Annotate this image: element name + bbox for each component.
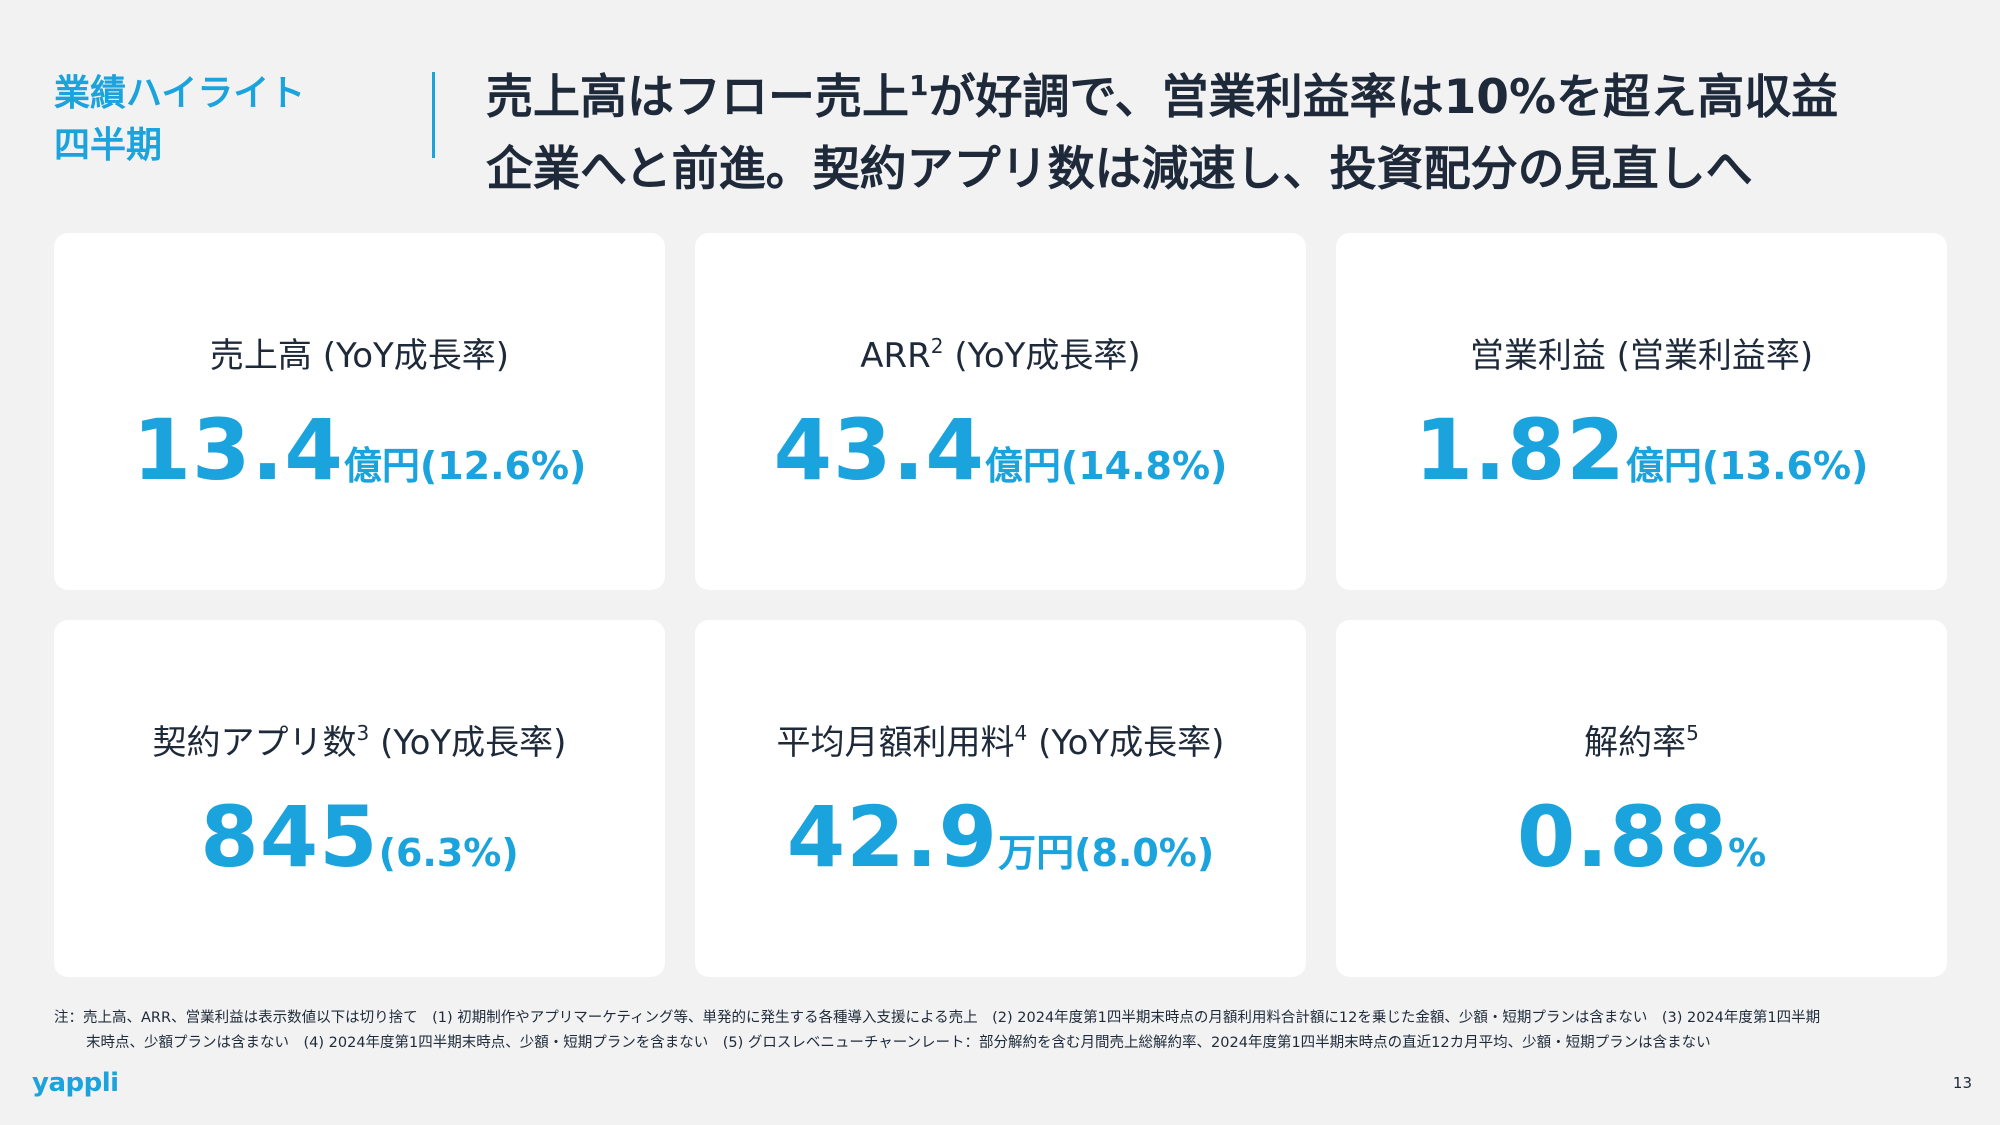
kpi-card-contracted-apps: 契約アプリ数3 (YoY成長率) 845(6.3%) (54, 620, 665, 977)
kpi-title: 契約アプリ数3 (YoY成長率) (152, 721, 567, 763)
headline-line1-b: が好調で、営業利益率は10%を超え高収益 (928, 70, 1839, 125)
footnote: 注：売上高、ARR、営業利益は表示数値以下は切り捨て (1) 初期制作やアプリマ… (54, 1006, 1954, 1056)
kpi-card-revenue: 売上高 (YoY成長率) 13.4億円(12.6%) (54, 233, 665, 590)
kpi-number: 42.9 (786, 788, 999, 886)
kpi-value: 1.82億円(13.6%) (1336, 401, 1947, 499)
kpi-card-operating-profit: 営業利益 (営業利益率) 1.82億円(13.6%) (1336, 233, 1947, 590)
section-label-line1: 業績ハイライト (54, 73, 306, 114)
kpi-number: 13.4 (132, 401, 344, 499)
footnote-line1: 注：売上高、ARR、営業利益は表示数値以下は切り捨て (1) 初期制作やアプリマ… (54, 1010, 1821, 1026)
headline-footnote-ref: 1 (909, 69, 929, 102)
kpi-unit: 万円 (998, 831, 1075, 875)
headline-line1: 売上高はフロー売上1が好調で、営業利益率は10%を超え高収益 (486, 62, 1976, 134)
headline-line1-a: 売上高はフロー売上 (486, 70, 909, 125)
kpi-growth: (12.6%) (419, 444, 587, 488)
page-number: 13 (1952, 1074, 1972, 1092)
kpi-number: 43.4 (773, 401, 985, 499)
kpi-title: 売上高 (YoY成長率) (209, 336, 510, 376)
kpi-value: 42.9万円(8.0%) (695, 788, 1306, 886)
kpi-card-churn-rate: 解約率5 0.88% (1336, 620, 1947, 977)
kpi-value: 13.4億円(12.6%) (54, 401, 665, 499)
kpi-unit: 億円 (343, 444, 420, 488)
kpi-title: 解約率5 (1584, 721, 1699, 763)
footnote-line2: 末時点、少額プランは含まない (4) 2024年度第1四半期末時点、少額・短期プ… (86, 1035, 1711, 1051)
kpi-unit: % (1728, 831, 1767, 875)
kpi-growth: (6.3%) (378, 831, 519, 875)
kpi-number: 0.88 (1516, 788, 1729, 886)
section-label: 業績ハイライト 四半期 (54, 68, 305, 172)
kpi-growth: (8.0%) (1074, 831, 1215, 875)
kpi-growth: (13.6%) (1701, 444, 1869, 488)
kpi-title: 営業利益 (営業利益率) (1469, 336, 1814, 376)
headline: 売上高はフロー売上1が好調で、営業利益率は10%を超え高収益 企業へと前進。契約… (486, 62, 1976, 206)
kpi-growth: (14.8%) (1060, 444, 1228, 488)
kpi-title: ARR2 (YoY成長率) (860, 334, 1141, 376)
kpi-value: 845(6.3%) (54, 788, 665, 886)
section-label-line2: 四半期 (54, 125, 163, 166)
headline-line2: 企業へと前進。契約アプリ数は減速し、投資配分の見直しへ (486, 142, 1753, 197)
kpi-value: 43.4億円(14.8%) (695, 401, 1306, 499)
kpi-number: 845 (200, 788, 379, 886)
kpi-unit: 億円 (984, 444, 1061, 488)
kpi-card-avg-monthly-fee: 平均月額利用料4 (YoY成長率) 42.9万円(8.0%) (695, 620, 1306, 977)
divider (432, 72, 435, 158)
kpi-title: 平均月額利用料4 (YoY成長率) (776, 721, 1225, 763)
kpi-number: 1.82 (1414, 401, 1626, 499)
yappli-logo: yappli (32, 1068, 119, 1098)
kpi-unit: 億円 (1625, 444, 1702, 488)
kpi-value: 0.88% (1336, 788, 1947, 886)
kpi-card-arr: ARR2 (YoY成長率) 43.4億円(14.8%) (695, 233, 1306, 590)
